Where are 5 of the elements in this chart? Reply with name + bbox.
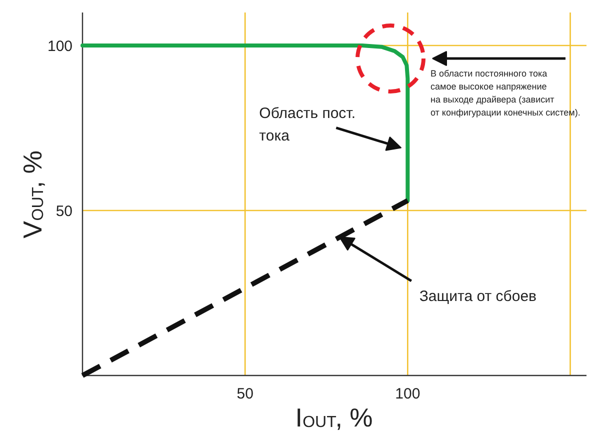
x-axis-title: IOUT, % — [295, 402, 373, 432]
annotation: Защита от сбоев — [419, 288, 537, 305]
line-series — [80, 44, 410, 203]
annotation: Область пост. тока — [259, 104, 356, 145]
y-axis-title: VOUT, % — [18, 150, 48, 238]
